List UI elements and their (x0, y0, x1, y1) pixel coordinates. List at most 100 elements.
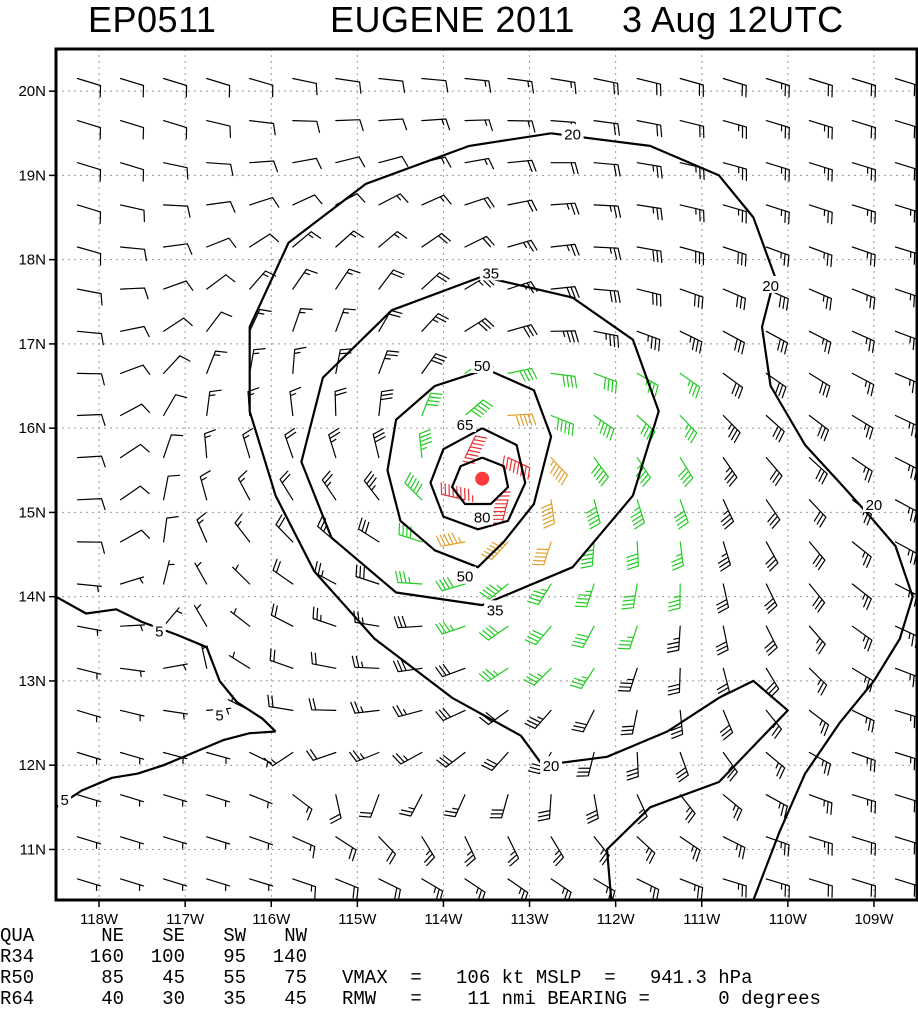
wind-barb (894, 330, 917, 352)
wind-barb (206, 751, 231, 764)
wind-barb (418, 429, 432, 459)
wind-barb (206, 836, 231, 850)
wind-barb (722, 204, 747, 224)
wind-barb (206, 350, 228, 374)
table-row: R50 85 45 55 75 VMAX = 106 kt MSLP = 941… (0, 968, 918, 989)
wind-barb (894, 751, 917, 771)
wind-barb (593, 246, 622, 260)
wind-barb (808, 625, 826, 655)
wind-barb (120, 836, 145, 849)
wind-barb (249, 348, 266, 374)
wind-barb (507, 836, 520, 867)
wind-barb (163, 794, 188, 807)
contour-line (300, 275, 660, 607)
wind-barb (524, 625, 552, 646)
wind-barb (490, 491, 511, 524)
wind-barb (550, 836, 565, 867)
wind-barb (464, 235, 495, 248)
wind-barb (679, 77, 704, 97)
wind-barb (671, 541, 684, 571)
wind-barb (636, 836, 656, 864)
wind-barb (193, 604, 208, 627)
wind-barb (679, 288, 704, 310)
wind-barb (851, 794, 876, 814)
wind-barb (591, 457, 609, 487)
wind-barb (593, 878, 616, 900)
wind-barb (334, 387, 347, 417)
wind-barb (292, 878, 317, 899)
wind-barb (292, 194, 323, 206)
wind-barb (507, 159, 537, 173)
wind-barb (668, 583, 681, 612)
wind-barb (435, 532, 466, 547)
wind-barb (292, 836, 316, 859)
y-tick-label: 11N (20, 841, 46, 858)
wind-barb (335, 878, 359, 900)
contour-label-bg (561, 124, 584, 142)
cell-value: 160 (89, 946, 124, 968)
wind-barb (894, 794, 917, 813)
wind-barb (550, 878, 572, 900)
wind-barb (163, 204, 191, 218)
wind-barb (335, 119, 364, 132)
wind-barb (163, 317, 193, 332)
wind-barb (355, 564, 380, 585)
wind-barb (206, 237, 237, 248)
cell-value: 95 (223, 946, 246, 968)
wind-barb (851, 541, 872, 568)
wind-barb (626, 541, 639, 570)
wind-barb (531, 541, 552, 566)
contour-label: 5 (215, 708, 223, 725)
wind-barb (636, 878, 660, 900)
grid-lines (56, 49, 917, 900)
wind-barb (120, 325, 150, 338)
cell-value: 35 (223, 988, 246, 1010)
contour-line (451, 456, 510, 506)
wind-barb (507, 120, 536, 133)
wind-barb (234, 513, 251, 543)
wind-barb (378, 350, 400, 374)
wind-barb (617, 625, 638, 650)
wind-barb (372, 428, 386, 459)
wind-barb (120, 204, 145, 223)
x-tick-label: 118W (80, 911, 119, 926)
wind-barb (630, 499, 645, 530)
storm-name-year: EUGENE 2011 (330, 0, 575, 40)
wind-barb (851, 583, 872, 610)
wind-barb (537, 794, 552, 822)
wind-barb (586, 794, 599, 824)
wind-barb (593, 836, 610, 866)
wind-barb (479, 625, 509, 641)
wind-barb (585, 499, 601, 530)
contour-label: 20 (866, 497, 883, 514)
wind-barb (335, 230, 364, 248)
wind-barb (722, 372, 744, 399)
contour-label-bg (540, 756, 563, 774)
wind-barb (593, 162, 621, 177)
wind-barb (507, 239, 538, 252)
wind-barb (808, 541, 826, 571)
x-tick-label: 112W (597, 911, 636, 926)
contour-line (56, 730, 276, 809)
wind-barb (76, 878, 102, 892)
wind-barb (232, 564, 251, 585)
wind-barb (358, 794, 380, 818)
wind-barb (722, 77, 747, 98)
wind-barb (249, 160, 279, 173)
wind-barb (120, 624, 146, 632)
wind-barb (765, 77, 790, 98)
x-tick-label: 116W (252, 911, 291, 926)
wind-barb (808, 709, 830, 737)
wind-barb (272, 558, 294, 585)
row-label: R50 (0, 967, 35, 989)
cell-value: 55 (223, 967, 246, 989)
wind-barb (851, 667, 874, 693)
wind-barb (120, 667, 145, 678)
wind-barb (421, 118, 451, 131)
wind-barb (679, 372, 701, 399)
wind-barb (421, 232, 451, 248)
wind-barb (894, 878, 917, 897)
contour-label: 50 (457, 569, 474, 586)
x-tick-label: 110W (769, 911, 808, 926)
plot-frame (54, 47, 918, 902)
